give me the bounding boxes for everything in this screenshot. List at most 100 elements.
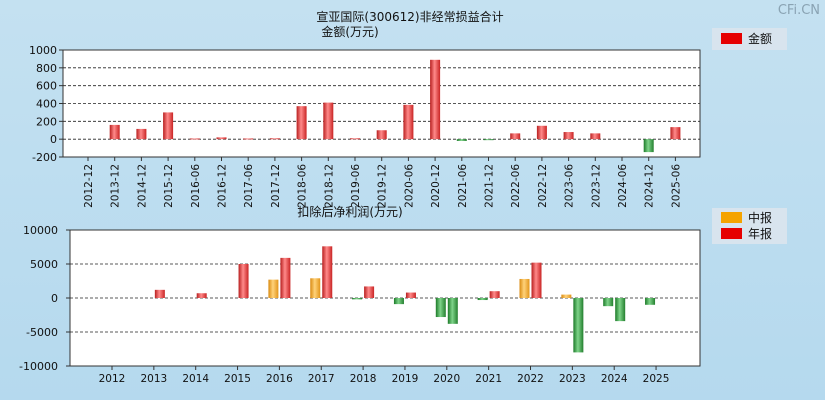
chart1-y-tick-label: 800 — [36, 62, 57, 75]
chart2-legend-label-interim: 中报 — [748, 210, 772, 225]
chart1-legend-label-amount: 金额 — [748, 31, 772, 46]
chart2-x-tick-label: 2017 — [308, 373, 335, 385]
chart2-legend: 中报 年报 — [712, 208, 787, 244]
chart1-x-tick-label: 2022-06 — [510, 164, 522, 208]
chart1-x-tick-label: 2024-06 — [617, 164, 629, 208]
chart2-x-tick-label: 2024 — [601, 373, 628, 385]
chart2-y-tick-label: 5000 — [30, 258, 58, 271]
chart1-legend: 金额 — [712, 28, 787, 50]
chart1-x-tick-label: 2017-06 — [243, 164, 255, 208]
chart1-y-tick-label: -200 — [32, 151, 57, 164]
chart2-x-tick-label: 2022 — [517, 373, 544, 385]
chart2-bar-interim — [268, 279, 279, 298]
chart2-title: 扣除后净利润(万元) — [297, 204, 402, 219]
chart2-bar-annual — [196, 293, 207, 298]
chart2-bar-annual — [447, 298, 458, 324]
chart1-bar — [430, 59, 441, 140]
chart1-bar — [243, 138, 254, 140]
chart1-bar — [109, 124, 120, 140]
chart2-x-tick-label: 2012 — [99, 373, 126, 385]
chart1-x-tick-label: 2021-12 — [484, 164, 496, 208]
chart2-x-tick-label: 2020 — [433, 373, 460, 385]
chart1-bar — [216, 137, 227, 140]
chart2-y-tick-label: 10000 — [23, 224, 58, 237]
chart1-bar — [403, 104, 414, 140]
chart2-bar-interim — [645, 298, 656, 305]
chart2-x-tick-label: 2015 — [224, 373, 251, 385]
chart1-x-tick-label: 2020-06 — [403, 164, 415, 208]
chart1-x-tick-label: 2013-12 — [110, 164, 122, 208]
chart2-x-tick-label: 2013 — [140, 373, 167, 385]
chart1-x-tick-label: 2012-12 — [83, 164, 95, 208]
chart1-x-tick-label: 2018-12 — [323, 164, 335, 208]
chart2-bar-annual — [238, 264, 249, 298]
chart1-x-tick-label: 2016-12 — [217, 164, 229, 208]
chart1-bar — [296, 106, 307, 140]
chart2-legend-label-annual: 年报 — [748, 226, 772, 241]
chart1-bar — [563, 132, 574, 140]
chart-nonrecurring-total: 宣亚国际(300612)非经常损益合计 金额(万元) 1000 800 600 400… — [29, 9, 787, 208]
chart2-x-tick-label: 2019 — [392, 373, 419, 385]
chart2-x-tick-label: 2016 — [266, 373, 293, 385]
chart2-bar-interim — [477, 298, 488, 301]
chart1-y-tick-label: 200 — [36, 115, 57, 128]
chart1-bar — [323, 102, 334, 140]
chart2-x-tick-label: 2021 — [475, 373, 502, 385]
chart2-x-tick-label: 2014 — [182, 373, 209, 385]
chart1-x-tick-label: 2020-12 — [430, 164, 442, 208]
watermark: CFi.CN — [778, 3, 820, 18]
chart2-bar-interim — [352, 298, 363, 300]
chart1-x-tick-label: 2018-06 — [297, 164, 309, 208]
chart2-bar-annual — [154, 289, 165, 298]
chart2-bar-annual — [405, 292, 416, 298]
chart2-bar-annual — [364, 286, 375, 298]
chart1-x-tick-label: 2024-12 — [644, 164, 656, 208]
chart2-legend-swatch-interim — [721, 212, 742, 223]
chart1-bar — [456, 139, 467, 141]
chart1-x-tick-label: 2022-12 — [537, 164, 549, 208]
chart1-x-tick-label: 2025-06 — [670, 164, 682, 208]
chart1-bar — [643, 139, 654, 153]
chart2-bar-interim — [603, 298, 614, 307]
chart1-x-tick-label: 2014-12 — [136, 164, 148, 208]
chart2-bar-annual — [322, 246, 333, 298]
chart1-x-tick-label: 2019-12 — [377, 164, 389, 208]
chart1-x-tick-label: 2021-06 — [457, 164, 469, 208]
chart2-x-tick-label: 2025 — [643, 373, 670, 385]
chart1-bar — [670, 127, 681, 140]
chart2-bar-annual — [280, 257, 291, 298]
chart2-bar-annual — [573, 298, 584, 353]
chart2-bar-annual — [615, 298, 626, 322]
chart2-y-tick-label: 0 — [51, 292, 58, 305]
chart1-bar — [163, 112, 174, 140]
chart2-bar-interim — [310, 278, 321, 298]
chart1-bar — [136, 128, 147, 140]
chart1-bar — [269, 138, 280, 140]
chart2-bar-interim — [435, 298, 446, 318]
chart1-bar — [510, 133, 521, 140]
chart1-y-tick-label: 400 — [36, 98, 57, 111]
chart1-y-tick-label: 1000 — [29, 44, 57, 57]
chart2-bar-interim — [519, 278, 530, 298]
chart1-x-tick-label: 2023-12 — [590, 164, 602, 208]
chart1-bar — [350, 138, 360, 140]
chart2-bar-interim — [393, 298, 404, 305]
chart1-bar — [590, 133, 601, 140]
chart1-bar — [376, 130, 387, 140]
chart2-bar-interim — [561, 294, 572, 298]
chart1-x-tick-label: 2015-12 — [163, 164, 175, 208]
chart1-y-tick-label: 0 — [50, 133, 57, 146]
chart1-x-tick-label: 2017-12 — [270, 164, 282, 208]
chart2-y-tick-label: -5000 — [26, 326, 58, 339]
chart2-legend-swatch-annual — [721, 228, 742, 239]
chart1-bar — [536, 125, 547, 140]
chart1-subtitle: 金额(万元) — [321, 24, 378, 39]
chart2-bar-annual — [489, 291, 500, 298]
chart1-title: 宣亚国际(300612)非经常损益合计 — [316, 9, 503, 24]
chart2-x-tick-label: 2018 — [350, 373, 377, 385]
chart1-bar — [189, 138, 200, 140]
chart1-x-tick-label: 2023-06 — [564, 164, 576, 208]
chart2-y-tick-label: -10000 — [19, 360, 58, 373]
chart1-bar — [483, 139, 494, 141]
